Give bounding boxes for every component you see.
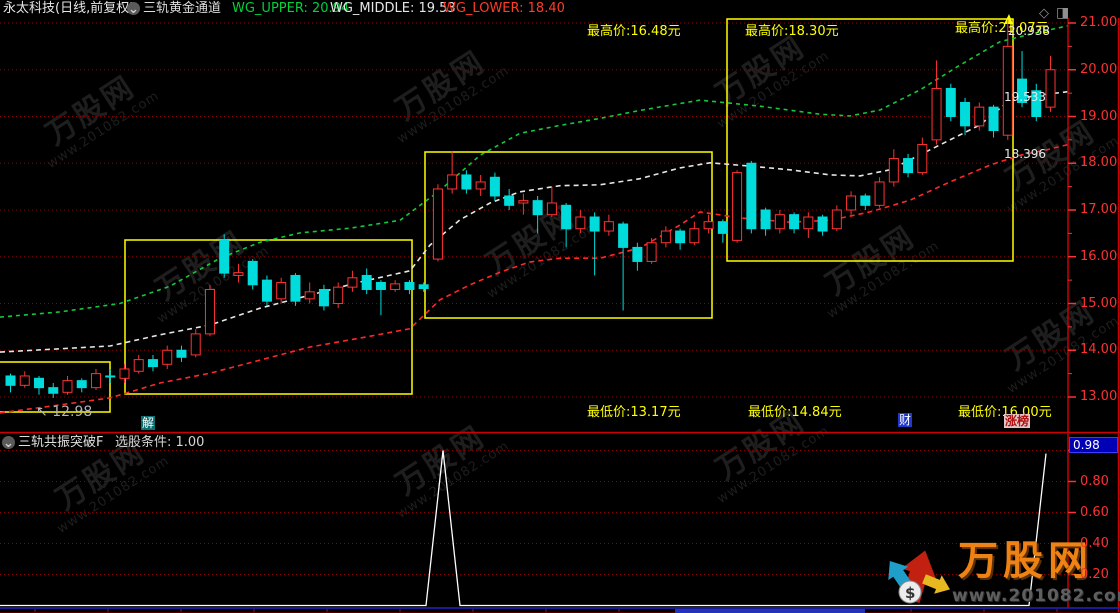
price-axis-label: 17.00 [1080,202,1118,217]
signal-axis-label: 0.20 [1080,566,1109,582]
chart-header-bar: 永太科技(日线,前复权) ⌄ 三轨黄金通道 WG_UPPER: 20.94 WG… [0,0,1120,18]
annotation-high-box3: 最高价:21.07元 [955,21,1049,36]
indicator-collapse-icon[interactable]: ⌄ [127,2,140,17]
signal-axis-label: 0.60 [1080,504,1109,520]
channel-lines-layer [0,25,1069,414]
price-axis-label: 13.00 [1080,389,1118,404]
annotation-low-box1: 最低价:13.17元 [587,405,681,420]
price-axis-label: 18.00 [1080,155,1118,171]
date-axis-highlight [675,609,865,613]
news-badge-jie[interactable]: 解 [141,416,156,430]
annotation-high-box2: 最高价:18.30元 [745,24,839,39]
panel-layout-icon[interactable]: ◨ [1056,5,1070,21]
sub-condition-value: 选股条件: 1.00 [115,435,205,450]
price-axis-label: 20.00 [1080,61,1118,77]
upper-line-value: 20.938 [1008,24,1050,38]
price-axis-label: 16.00 [1080,248,1118,264]
sub-indicator-collapse-icon[interactable]: ⌄ [2,436,15,451]
candles-layer [5,19,1056,398]
signal-current-value-box: 0.98 [1069,437,1118,453]
wg-lower-value: WG_LOWER: 18.40 [443,1,565,16]
wg-middle-value: WG_MIDDLE: 19.53 [330,1,456,16]
price-axis-label: 15.00 [1080,295,1118,311]
signal-axis-label: 0.40 [1080,535,1109,551]
low-arrow-icon: ↖ [36,404,48,420]
main-indicator-name[interactable]: 三轨黄金通道 [143,1,222,16]
price-axis-label: 21.00 [1080,15,1118,30]
gridlines-layer [0,22,1068,575]
stock-title: 永太科技(日线,前复权) [3,1,135,16]
annotation-low-box2: 最低价:14.84元 [748,405,842,420]
signal-line-layer [0,450,1047,607]
rank-badge-zhangbang[interactable]: 涨榜 [1004,414,1031,428]
middle-line-value: 19.533 [1004,90,1046,104]
price-axis-label: 14.00 [1080,342,1118,358]
sub-indicator-name[interactable]: 三轨共振突破F [18,435,104,450]
sub-chart-header: ⌄ 三轨共振突破F 选股条件: 1.00 [0,435,600,451]
price-axis-label: 19.00 [1080,108,1118,124]
report-badge-cai[interactable]: 财 [898,413,913,427]
wg-upper-value: WG_UPPER: 20.94 [232,1,350,16]
lowest-price-marker: ↖ 12.98 [36,404,93,420]
lower-line-value: 18.396 [1004,147,1046,161]
annotation-high-box1: 最高价:16.48元 [587,24,681,39]
signal-axis-label: 0.80 [1080,473,1109,489]
diamond-marker-icon[interactable]: ◇ [1039,6,1049,21]
